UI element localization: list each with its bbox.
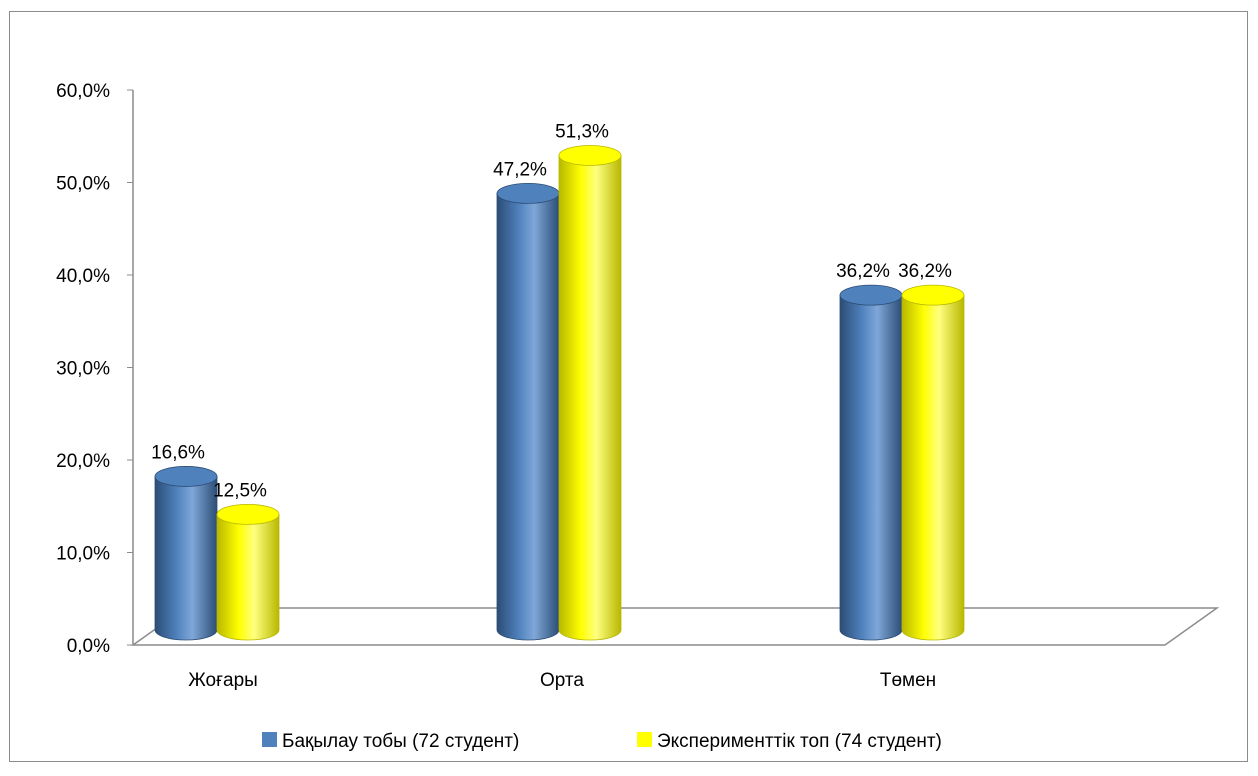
chart-border <box>9 11 1248 762</box>
bar-experimental-2 <box>558 145 622 641</box>
x-tick-label: Орта <box>540 670 584 691</box>
legend-item-1: Бақылау тобы (72 студент) <box>262 731 519 752</box>
data-label: 12,5% <box>213 480 267 501</box>
bar-experimental-1 <box>216 503 280 641</box>
y-tick-label: 60,0% <box>56 81 110 102</box>
y-axis-tick-labels: 0,0% 10,0% 20,0% 30,0% 40,0% 50,0% 60,0% <box>56 81 133 657</box>
legend-label: Бақылау тобы (72 студент) <box>282 731 519 752</box>
legend-label: Эксперименттік топ (74 студент) <box>657 731 942 752</box>
data-label: 36,2% <box>898 261 952 282</box>
bar-control-3 <box>839 284 903 641</box>
y-tick-label: 10,0% <box>56 544 110 565</box>
bar-control-2 <box>496 182 560 641</box>
bar-control-1 <box>154 466 218 641</box>
legend: Бақылау тобы (72 студент) Эксперименттік … <box>262 731 942 752</box>
y-tick-label: 30,0% <box>56 359 110 380</box>
y-tick-label: 0,0% <box>67 636 110 657</box>
x-tick-label: Жоғары <box>188 670 258 691</box>
legend-swatch <box>637 732 652 747</box>
data-label: 36,2% <box>836 261 890 282</box>
x-axis-tick-labels: Жоғары Орта Төмен <box>188 670 936 691</box>
y-tick-label: 50,0% <box>56 174 110 195</box>
x-tick-label: Төмен <box>880 670 936 691</box>
bar-experimental-3 <box>901 284 965 641</box>
legend-swatch <box>262 732 277 747</box>
data-label: 16,6% <box>151 442 205 463</box>
legend-item-2: Эксперименттік топ (74 студент) <box>637 731 942 752</box>
bars <box>154 145 965 641</box>
data-label: 47,2% <box>493 159 547 180</box>
data-labels: 16,6% 12,5% 47,2% 51,3% 36,2% 36,2% <box>151 121 952 501</box>
y-tick-label: 40,0% <box>56 266 110 287</box>
y-tick-label: 20,0% <box>56 451 110 472</box>
data-label: 51,3% <box>555 121 609 142</box>
